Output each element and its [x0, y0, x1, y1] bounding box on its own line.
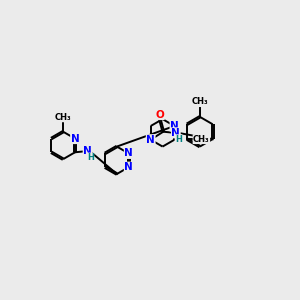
Text: H: H — [175, 135, 182, 144]
Text: N: N — [83, 146, 92, 156]
Text: N: N — [172, 128, 180, 138]
Text: N: N — [146, 135, 155, 145]
Text: H: H — [87, 153, 94, 162]
Text: CH₃: CH₃ — [191, 98, 208, 106]
Text: CH₃: CH₃ — [193, 135, 210, 144]
Text: N: N — [170, 121, 179, 131]
Text: N: N — [70, 134, 80, 144]
Text: N: N — [124, 148, 133, 158]
Text: O: O — [155, 110, 164, 120]
Text: N: N — [124, 162, 133, 172]
Text: CH₃: CH₃ — [55, 113, 71, 122]
